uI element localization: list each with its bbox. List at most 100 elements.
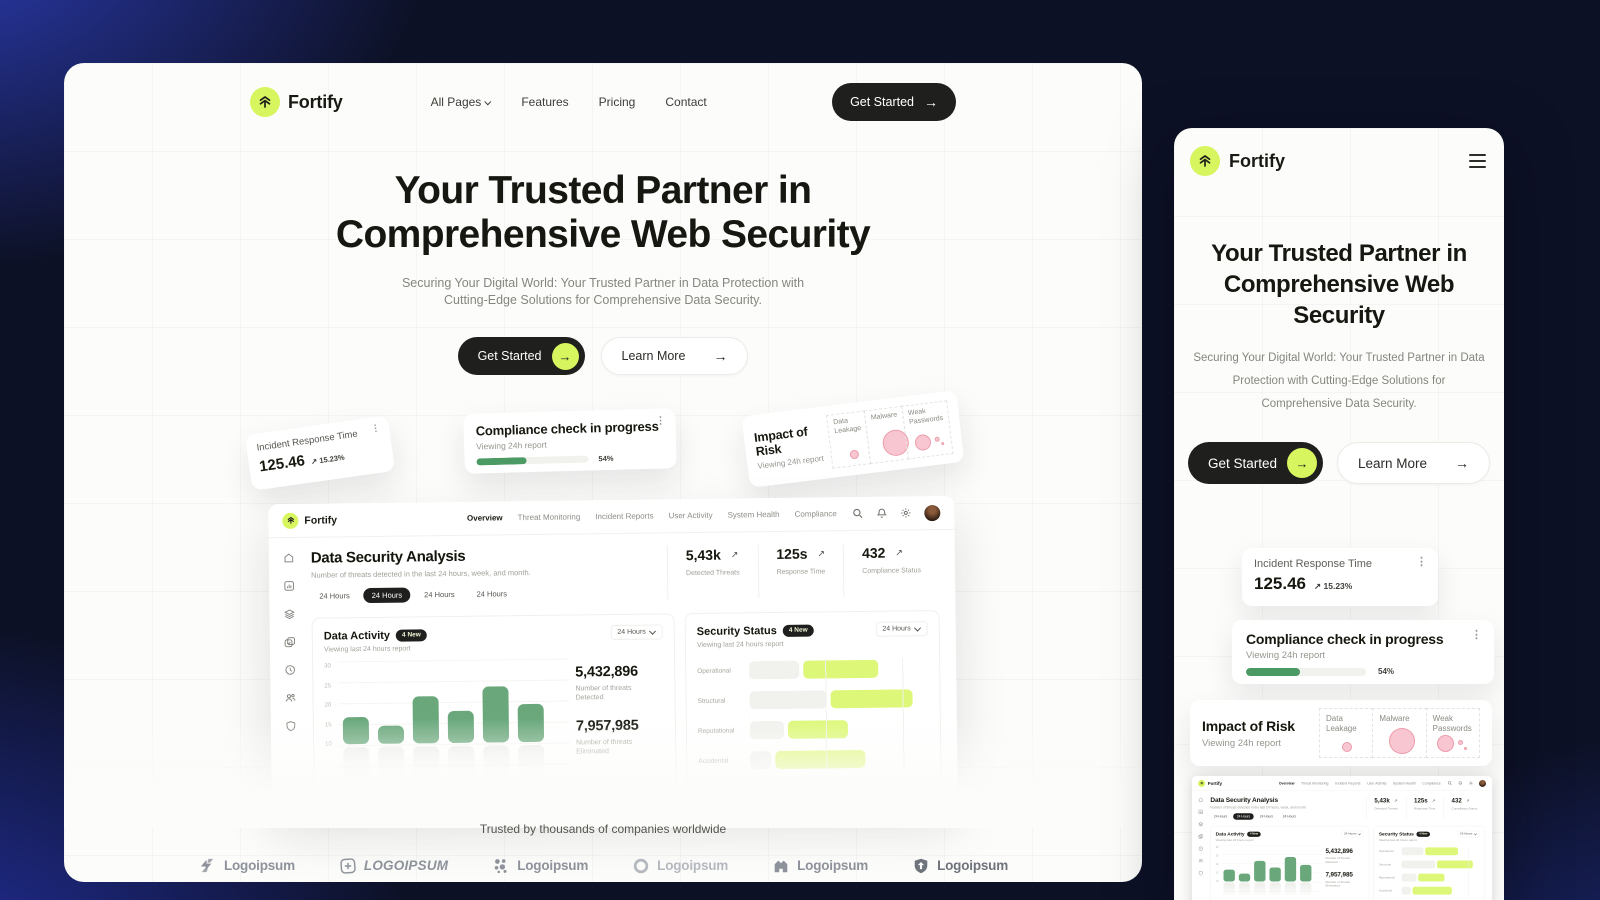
bell-icon[interactable]	[1458, 781, 1463, 786]
hero-get-started-button[interactable]: Get Started →	[457, 337, 585, 375]
home-icon[interactable]	[283, 552, 295, 564]
card-title: Incident Response Time	[1254, 558, 1373, 570]
risk-cell-data-leakage: Data Leakage	[1319, 708, 1374, 758]
search-icon[interactable]	[852, 508, 863, 519]
main-nav: All Pages Features Pricing Contact	[431, 95, 707, 109]
compliance-card: Compliance check in progress ⋮ Viewing 2…	[463, 408, 677, 474]
security-status-row: Accidental	[1379, 886, 1480, 895]
bell-icon[interactable]	[876, 508, 887, 519]
hero-learn-more-button[interactable]: Learn More →	[1337, 442, 1491, 484]
nav-item-all-pages[interactable]: All Pages	[431, 95, 492, 109]
kebab-menu-icon[interactable]: ⋮	[1471, 629, 1482, 641]
stat-compliance-status: 432 ↗ Compliance Status	[1443, 796, 1485, 820]
tab-24-hours[interactable]: 24 Hours	[424, 589, 455, 600]
kebab-menu-icon[interactable]: ⋮	[370, 422, 381, 434]
clock-icon[interactable]	[284, 664, 296, 676]
dashboard-brand-logo: Fortify	[282, 512, 337, 529]
users-icon[interactable]	[284, 692, 296, 704]
gear-icon[interactable]	[1468, 781, 1474, 786]
brand-logo[interactable]: Fortify	[250, 87, 343, 117]
panel-subtitle: Viewing last 24 hours report	[1215, 838, 1254, 842]
data-activity-panel: Data Activity 4 New 24 Hours Viewing las…	[311, 613, 677, 797]
incident-response-card: Incident Response Time ⋮ 125.46 ↗ 15.23%	[244, 415, 396, 491]
dash-nav-system-health[interactable]: System Health	[727, 509, 780, 520]
kebab-menu-icon[interactable]: ⋮	[655, 415, 666, 427]
clock-icon[interactable]	[1198, 846, 1203, 851]
bar-chart-icon[interactable]	[283, 580, 295, 592]
header-get-started-button[interactable]: Get Started →	[832, 83, 956, 121]
chevron-down-icon	[484, 97, 492, 105]
dash-nav-threat-monitoring[interactable]: Threat Monitoring	[1301, 781, 1329, 786]
desktop-browser-frame: Fortify All Pages Features Pricing Conta…	[64, 63, 1142, 882]
user-avatar[interactable]	[924, 504, 941, 521]
tab-24-hours-active[interactable]: 24 Hours	[363, 587, 411, 604]
hero-learn-more-button[interactable]: Learn More →	[600, 337, 749, 375]
incident-delta: ↗ 15.23%	[1314, 581, 1353, 591]
arrow-right-icon: →	[713, 348, 728, 364]
search-icon[interactable]	[1447, 781, 1453, 786]
layers-icon[interactable]	[283, 608, 295, 620]
security-rows: Operational Structural Reputational Acciden…	[1379, 846, 1480, 895]
progress-bar	[1246, 667, 1366, 676]
hero-get-started-button[interactable]: Get Started →	[1187, 442, 1323, 484]
copy-check-icon[interactable]	[1198, 834, 1204, 839]
hero-title: Your Trusted Partner in Comprehensive We…	[1211, 240, 1467, 329]
new-badge: 4 New	[1247, 831, 1261, 837]
tab-24-hours[interactable]: 24 Hours	[476, 589, 508, 599]
new-badge: 4 New	[782, 624, 814, 637]
risk-bubbles: Data Leakage Malware Weak Passwords	[826, 400, 954, 469]
dashboard-sidebar	[269, 538, 312, 809]
range-dropdown[interactable]: 24 Hours	[875, 621, 928, 637]
dash-nav-user-activity[interactable]: User Activity	[668, 510, 713, 521]
dash-nav-user-activity[interactable]: User Activity	[1367, 781, 1387, 786]
analysis-header: Data Security Analysis Number of threats…	[311, 547, 531, 604]
hamburger-menu-icon[interactable]	[1469, 150, 1486, 172]
gear-icon[interactable]	[900, 507, 911, 518]
logoipsum-3: Logoipsum	[492, 857, 588, 875]
kebab-menu-icon[interactable]: ⋮	[1416, 556, 1427, 568]
dash-nav-incident-reports[interactable]: Incident Reports	[595, 511, 654, 522]
dash-nav-system-health[interactable]: System Health	[1392, 781, 1416, 786]
security-rows: Operational Structural Reputational Acciden…	[697, 658, 929, 771]
dash-nav-compliance[interactable]: Compliance	[794, 509, 837, 519]
home-icon[interactable]	[1198, 797, 1203, 802]
tab-24-hours-active[interactable]: 24 Hours	[1233, 813, 1254, 820]
activity-bar	[412, 696, 440, 779]
nav-item-pricing[interactable]: Pricing	[598, 95, 636, 109]
y-axis: 30 25 20 15 10	[1215, 846, 1219, 883]
arrow-right-circle-icon: →	[1287, 448, 1317, 478]
shield-icon[interactable]	[1198, 871, 1203, 876]
risk-cell-weak-passwords: Weak Passwords	[901, 400, 954, 460]
tab-24-hours[interactable]: 24 Hours	[1282, 814, 1297, 819]
range-dropdown[interactable]: 24 Hours	[610, 624, 663, 641]
dash-nav-incident-reports[interactable]: Incident Reports	[1335, 781, 1361, 786]
range-dropdown[interactable]: 24 Hours	[1341, 830, 1364, 838]
arrow-right-icon: →	[924, 94, 938, 110]
chevron-down-icon	[1473, 832, 1477, 836]
data-activity-panel: Data Activity 4 New 24 Hours Viewing las…	[1210, 825, 1370, 900]
dash-nav-threat-monitoring[interactable]: Threat Monitoring	[517, 512, 581, 523]
tab-24-hours[interactable]: 24 Hours	[1213, 814, 1228, 819]
brand-logo[interactable]: Fortify	[1190, 146, 1285, 176]
user-avatar[interactable]	[1479, 779, 1486, 787]
time-tabs: 24 Hours 24 Hours 24 Hours 24 Hours	[311, 586, 531, 604]
dash-nav-overview[interactable]: Overview	[1278, 781, 1295, 786]
bar-chart-icon[interactable]	[1198, 809, 1203, 814]
dash-nav-compliance[interactable]: Compliance	[1422, 781, 1441, 786]
users-icon[interactable]	[1198, 858, 1203, 863]
nav-item-contact[interactable]: Contact	[665, 95, 707, 109]
tab-24-hours[interactable]: 24 Hours	[319, 591, 350, 601]
incident-delta: ↗ 15.23%	[310, 452, 346, 467]
nav-item-features[interactable]: Features	[521, 95, 569, 109]
shield-icon[interactable]	[285, 720, 297, 732]
chevron-down-icon	[1357, 832, 1362, 836]
copy-check-icon[interactable]	[284, 636, 296, 648]
chevron-down-icon	[649, 627, 657, 635]
dash-nav-overview[interactable]: Overview	[466, 513, 503, 523]
range-dropdown[interactable]: 24 Hours	[1456, 830, 1480, 838]
logoipsum-4: Logoipsum	[632, 857, 728, 875]
layers-icon[interactable]	[1198, 822, 1204, 827]
activity-bar	[1284, 856, 1296, 897]
tab-24-hours[interactable]: 24 Hours	[1259, 814, 1274, 819]
fortify-logo-icon	[250, 87, 280, 117]
